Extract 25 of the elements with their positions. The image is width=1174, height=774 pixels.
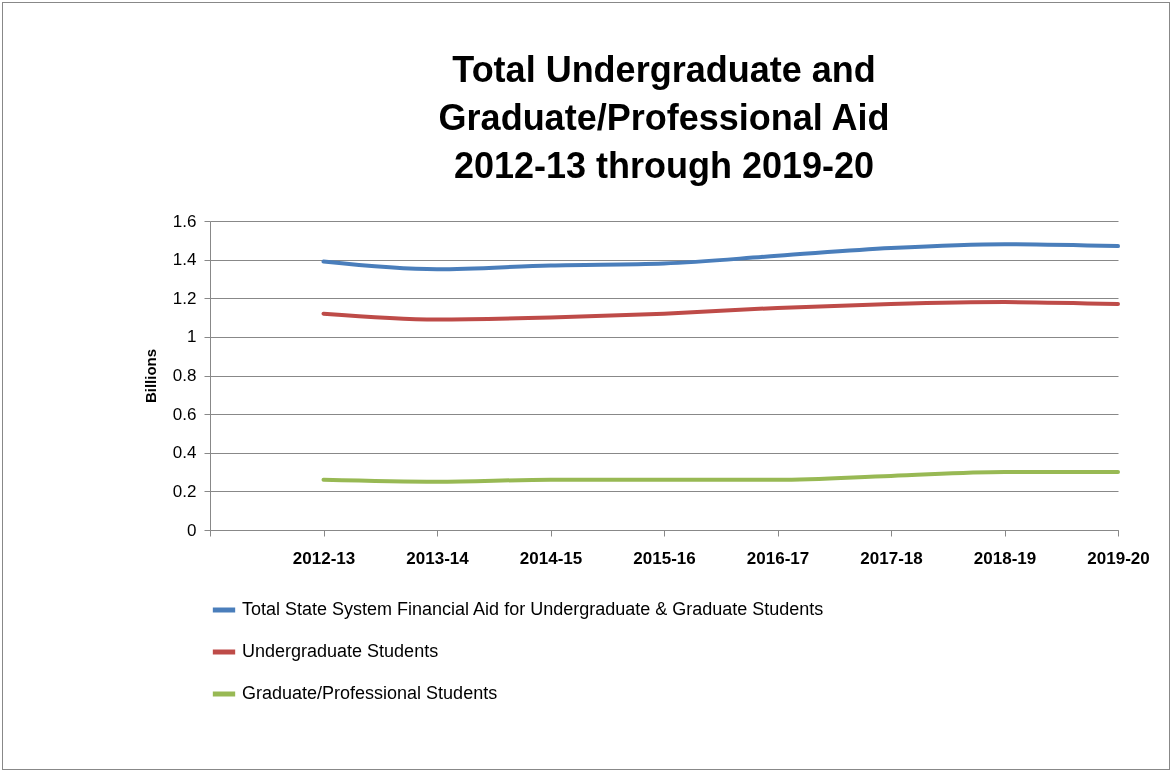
x-tick-label: 2018-19 (973, 548, 1037, 568)
y-tick-label: 0.8 (172, 366, 197, 385)
legend-label: Graduate/Professional Students (242, 683, 498, 703)
legend-label: Total State System Financial Aid for Undergraduate & Graduate Students (242, 599, 824, 619)
x-tick-label: 2019-20 (1087, 548, 1150, 568)
y-tick-label: 0 (187, 520, 197, 540)
y-tick-label: 1 (187, 327, 197, 347)
x-tick-label: 2013-14 (406, 548, 470, 568)
y-tick-label: 0.2 (172, 481, 197, 501)
y-tick-label: 0.6 (172, 404, 197, 424)
y-tick-label: 1.2 (172, 288, 197, 308)
y-tick-label: 1.4 (172, 250, 197, 270)
chart-title: Total Undergraduate and Graduate/Professional Aid 2012-13 through 2019-20 (438, 49, 890, 186)
x-tick-label: 2015-16 (633, 548, 696, 568)
x-tick-label: 2012-13 (292, 548, 356, 568)
x-tick-label: 2017-18 (860, 548, 923, 568)
legend-label: Undergraduate Students (242, 641, 439, 661)
line-series (321, 242, 1120, 272)
x-tick-label: 2014-15 (519, 548, 583, 568)
line-series (321, 470, 1120, 484)
y-axis-title: Billions (141, 348, 159, 404)
y-tick-label: 0.4 (172, 443, 197, 463)
line-series (321, 300, 1120, 322)
x-tick-label: 2016-17 (746, 548, 810, 568)
y-tick-label: 1.6 (172, 211, 197, 231)
